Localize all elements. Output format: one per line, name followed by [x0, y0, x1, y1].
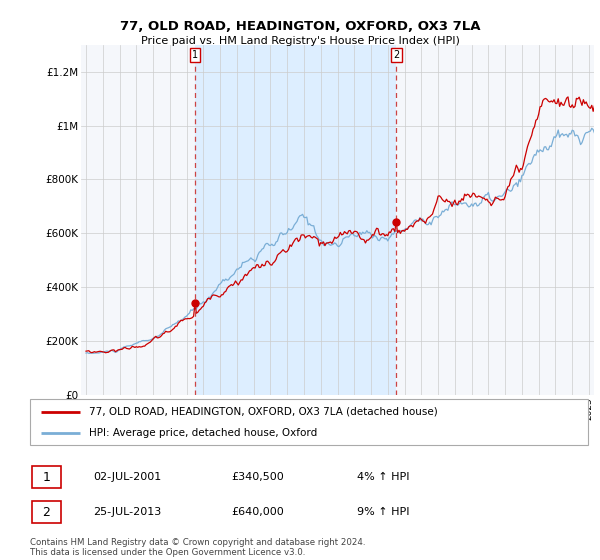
Text: 77, OLD ROAD, HEADINGTON, OXFORD, OX3 7LA: 77, OLD ROAD, HEADINGTON, OXFORD, OX3 7L… — [120, 20, 480, 32]
Text: Price paid vs. HM Land Registry's House Price Index (HPI): Price paid vs. HM Land Registry's House … — [140, 36, 460, 46]
Text: 4% ↑ HPI: 4% ↑ HPI — [357, 472, 409, 482]
Text: HPI: Average price, detached house, Oxford: HPI: Average price, detached house, Oxfo… — [89, 428, 317, 438]
Text: 2: 2 — [43, 506, 50, 519]
Text: 02-JUL-2001: 02-JUL-2001 — [93, 472, 161, 482]
Text: 25-JUL-2013: 25-JUL-2013 — [93, 507, 161, 517]
Text: 77, OLD ROAD, HEADINGTON, OXFORD, OX3 7LA (detached house): 77, OLD ROAD, HEADINGTON, OXFORD, OX3 7L… — [89, 407, 437, 417]
Text: 2: 2 — [393, 50, 400, 60]
Text: £640,000: £640,000 — [231, 507, 284, 517]
Text: 1: 1 — [192, 50, 198, 60]
Text: 1: 1 — [43, 470, 50, 484]
Bar — [195, 45, 396, 395]
Text: £340,500: £340,500 — [231, 472, 284, 482]
Text: 9% ↑ HPI: 9% ↑ HPI — [357, 507, 409, 517]
Text: Contains HM Land Registry data © Crown copyright and database right 2024.
This d: Contains HM Land Registry data © Crown c… — [30, 538, 365, 557]
